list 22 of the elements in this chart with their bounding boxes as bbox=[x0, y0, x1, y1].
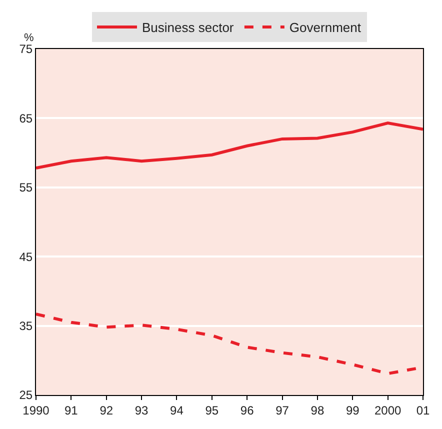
line-series bbox=[36, 122, 423, 170]
x-tick-label: 95 bbox=[205, 403, 219, 418]
x-tick-label: 01 bbox=[416, 403, 430, 418]
y-tick-label: 55 bbox=[19, 180, 33, 195]
x-tick-label: 2000 bbox=[374, 403, 402, 418]
legend-label: Business sector bbox=[142, 20, 234, 36]
x-tick-label: 93 bbox=[134, 403, 149, 418]
x-tick-label: 92 bbox=[100, 403, 114, 418]
y-tick-label: 45 bbox=[19, 250, 33, 264]
y-axis-title: % bbox=[24, 32, 34, 44]
x-tick-label: 99 bbox=[346, 403, 360, 418]
x-tick-label: 94 bbox=[170, 403, 184, 418]
x-tick-label: 98 bbox=[310, 403, 324, 418]
x-tick-label: 91 bbox=[64, 403, 78, 418]
x-tick-label: 1990 bbox=[22, 403, 50, 418]
y-tick-label: 75 bbox=[19, 42, 33, 56]
y-tick-label: 25 bbox=[19, 388, 33, 402]
x-tick-label: 97 bbox=[276, 403, 290, 418]
legend-label: Government bbox=[289, 20, 362, 36]
x-tick-label: 96 bbox=[240, 403, 254, 418]
y-tick-label: 35 bbox=[19, 319, 33, 333]
y-tick-label: 65 bbox=[19, 111, 33, 126]
